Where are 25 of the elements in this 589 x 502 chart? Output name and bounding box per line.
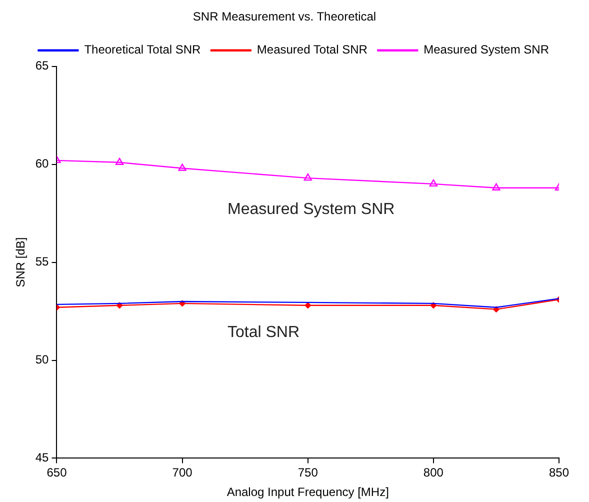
y-tick-label: 60	[35, 156, 50, 171]
legend-label: Theoretical Total SNR	[84, 42, 202, 57]
chart-title: SNR Measurement vs. Theoretical	[192, 10, 376, 24]
x-axis-title: Analog Input Frequency [MHz]	[226, 485, 389, 500]
y-tick-label: 65	[35, 58, 50, 73]
x-tick-label: 750	[298, 466, 318, 480]
legend-label: Measured Total SNR	[256, 42, 368, 57]
x-tick-label: 850	[548, 466, 570, 480]
point	[179, 300, 186, 307]
y-axis-title: SNR [dB]	[14, 237, 28, 288]
x-tick-label: 800	[423, 466, 444, 480]
legend-label: Measured System SNR	[424, 42, 550, 57]
point	[430, 302, 437, 308]
point	[492, 183, 500, 190]
point	[115, 158, 124, 165]
point	[304, 173, 312, 181]
x-tick-label: 650	[46, 466, 68, 480]
y-tick-label: 50	[35, 352, 50, 367]
annotation: Total SNR	[228, 324, 300, 342]
point	[429, 179, 438, 187]
point	[178, 164, 186, 171]
y-tick-label: 45	[35, 450, 50, 465]
x-tick-label: 700	[172, 466, 193, 480]
y-tick-label: 55	[35, 254, 50, 269]
annotation: Measured System SNR	[228, 200, 395, 218]
